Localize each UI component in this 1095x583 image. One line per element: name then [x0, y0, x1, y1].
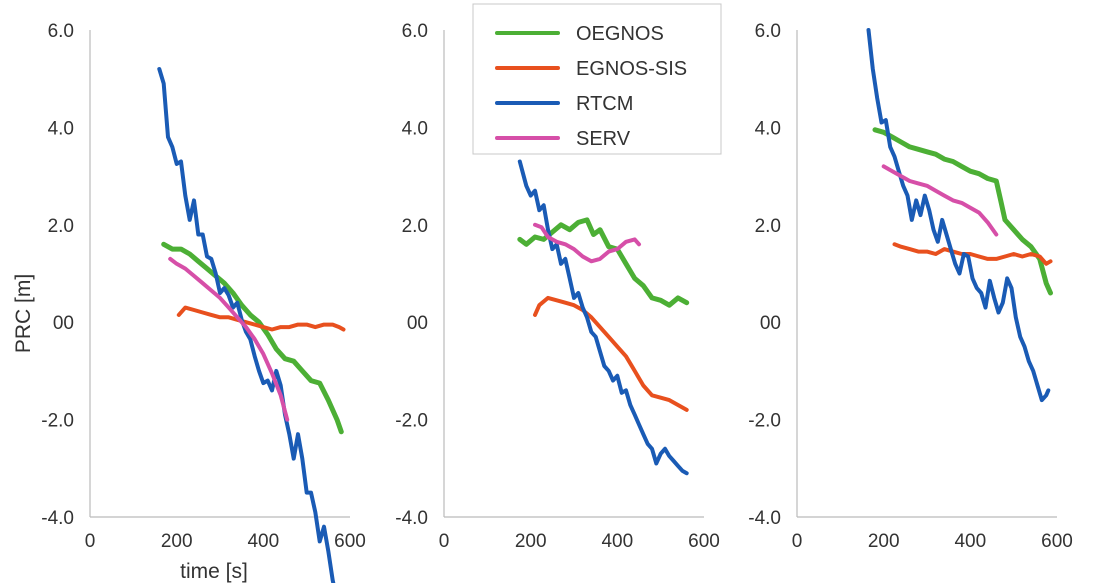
x-tick-label: 400: [247, 531, 279, 552]
series-line-serv: [533, 222, 641, 264]
y-tick-label: 4.0: [48, 118, 74, 139]
y-tick-label: -2.0: [748, 411, 781, 432]
y-tick-label: -4.0: [395, 508, 428, 529]
series-line-rtcm: [157, 67, 336, 583]
x-tick-label: 200: [161, 531, 193, 552]
chart-panel-2: -4.0 -2.0 00 2.0 4.0 6.0 0 200 400 600: [395, 21, 720, 552]
y-tick-label: 6.0: [48, 21, 74, 42]
y-tick-label: -4.0: [41, 508, 74, 529]
y-tick-label: 6.0: [755, 21, 781, 42]
y-tick-label: -4.0: [748, 508, 781, 529]
series-line-rtcm: [866, 28, 1051, 403]
x-tick-label: 0: [85, 531, 96, 552]
series-line-serv: [881, 164, 999, 237]
x-tick-label: 200: [515, 531, 547, 552]
y-axis-title: PRC [m]: [12, 274, 35, 353]
x-tick-label: 0: [439, 531, 450, 552]
y-tick-label: -2.0: [395, 411, 428, 432]
series-line-egnos-sis: [533, 295, 689, 412]
y-tick-label: 2.0: [402, 216, 428, 237]
y-tick-label: 2.0: [48, 216, 74, 237]
legend: OEGNOS EGNOS-SIS RTCM SERV: [472, 3, 722, 155]
y-tick-label: 4.0: [402, 118, 428, 139]
y-tick-label: 00: [407, 313, 428, 334]
x-tick-label: 200: [868, 531, 900, 552]
x-tick-label: 400: [601, 531, 633, 552]
x-tick-label: 600: [334, 531, 366, 552]
chart-panel-3: -4.0 -2.0 00 2.0 4.0 6.0 0 200 400 600: [748, 21, 1073, 552]
y-tick-label: 00: [760, 313, 781, 334]
x-tick-label: 600: [688, 531, 720, 552]
y-tick-label: -2.0: [41, 411, 74, 432]
series-line-rtcm: [517, 159, 689, 476]
x-tick-label: 0: [792, 531, 803, 552]
chart-panel-1: -4.0 -2.0 00 2.0 4.0 6.0 0 200 400 600 time [s] PRC…: [12, 21, 366, 583]
series-line-egnos-sis: [176, 305, 346, 332]
x-tick-label: 400: [954, 531, 986, 552]
y-tick-label: 00: [53, 313, 74, 334]
series-line-oegnos: [161, 241, 344, 435]
series-line-egnos-sis: [892, 242, 1053, 266]
y-tick-label: 6.0: [402, 21, 428, 42]
legend-label-rtcm: RTCM: [576, 93, 633, 115]
legend-label-serv: SERV: [576, 128, 631, 150]
y-tick-label: 4.0: [755, 118, 781, 139]
series-line-oegnos: [872, 127, 1053, 296]
legend-label-egnos-sis: EGNOS-SIS: [576, 58, 687, 80]
legend-label-oegnos: OEGNOS: [576, 23, 664, 45]
x-tick-label: 600: [1041, 531, 1073, 552]
legend-box: [472, 3, 722, 155]
y-tick-label: 2.0: [755, 216, 781, 237]
x-axis-title: time [s]: [180, 560, 248, 583]
series-line-serv: [168, 256, 290, 422]
